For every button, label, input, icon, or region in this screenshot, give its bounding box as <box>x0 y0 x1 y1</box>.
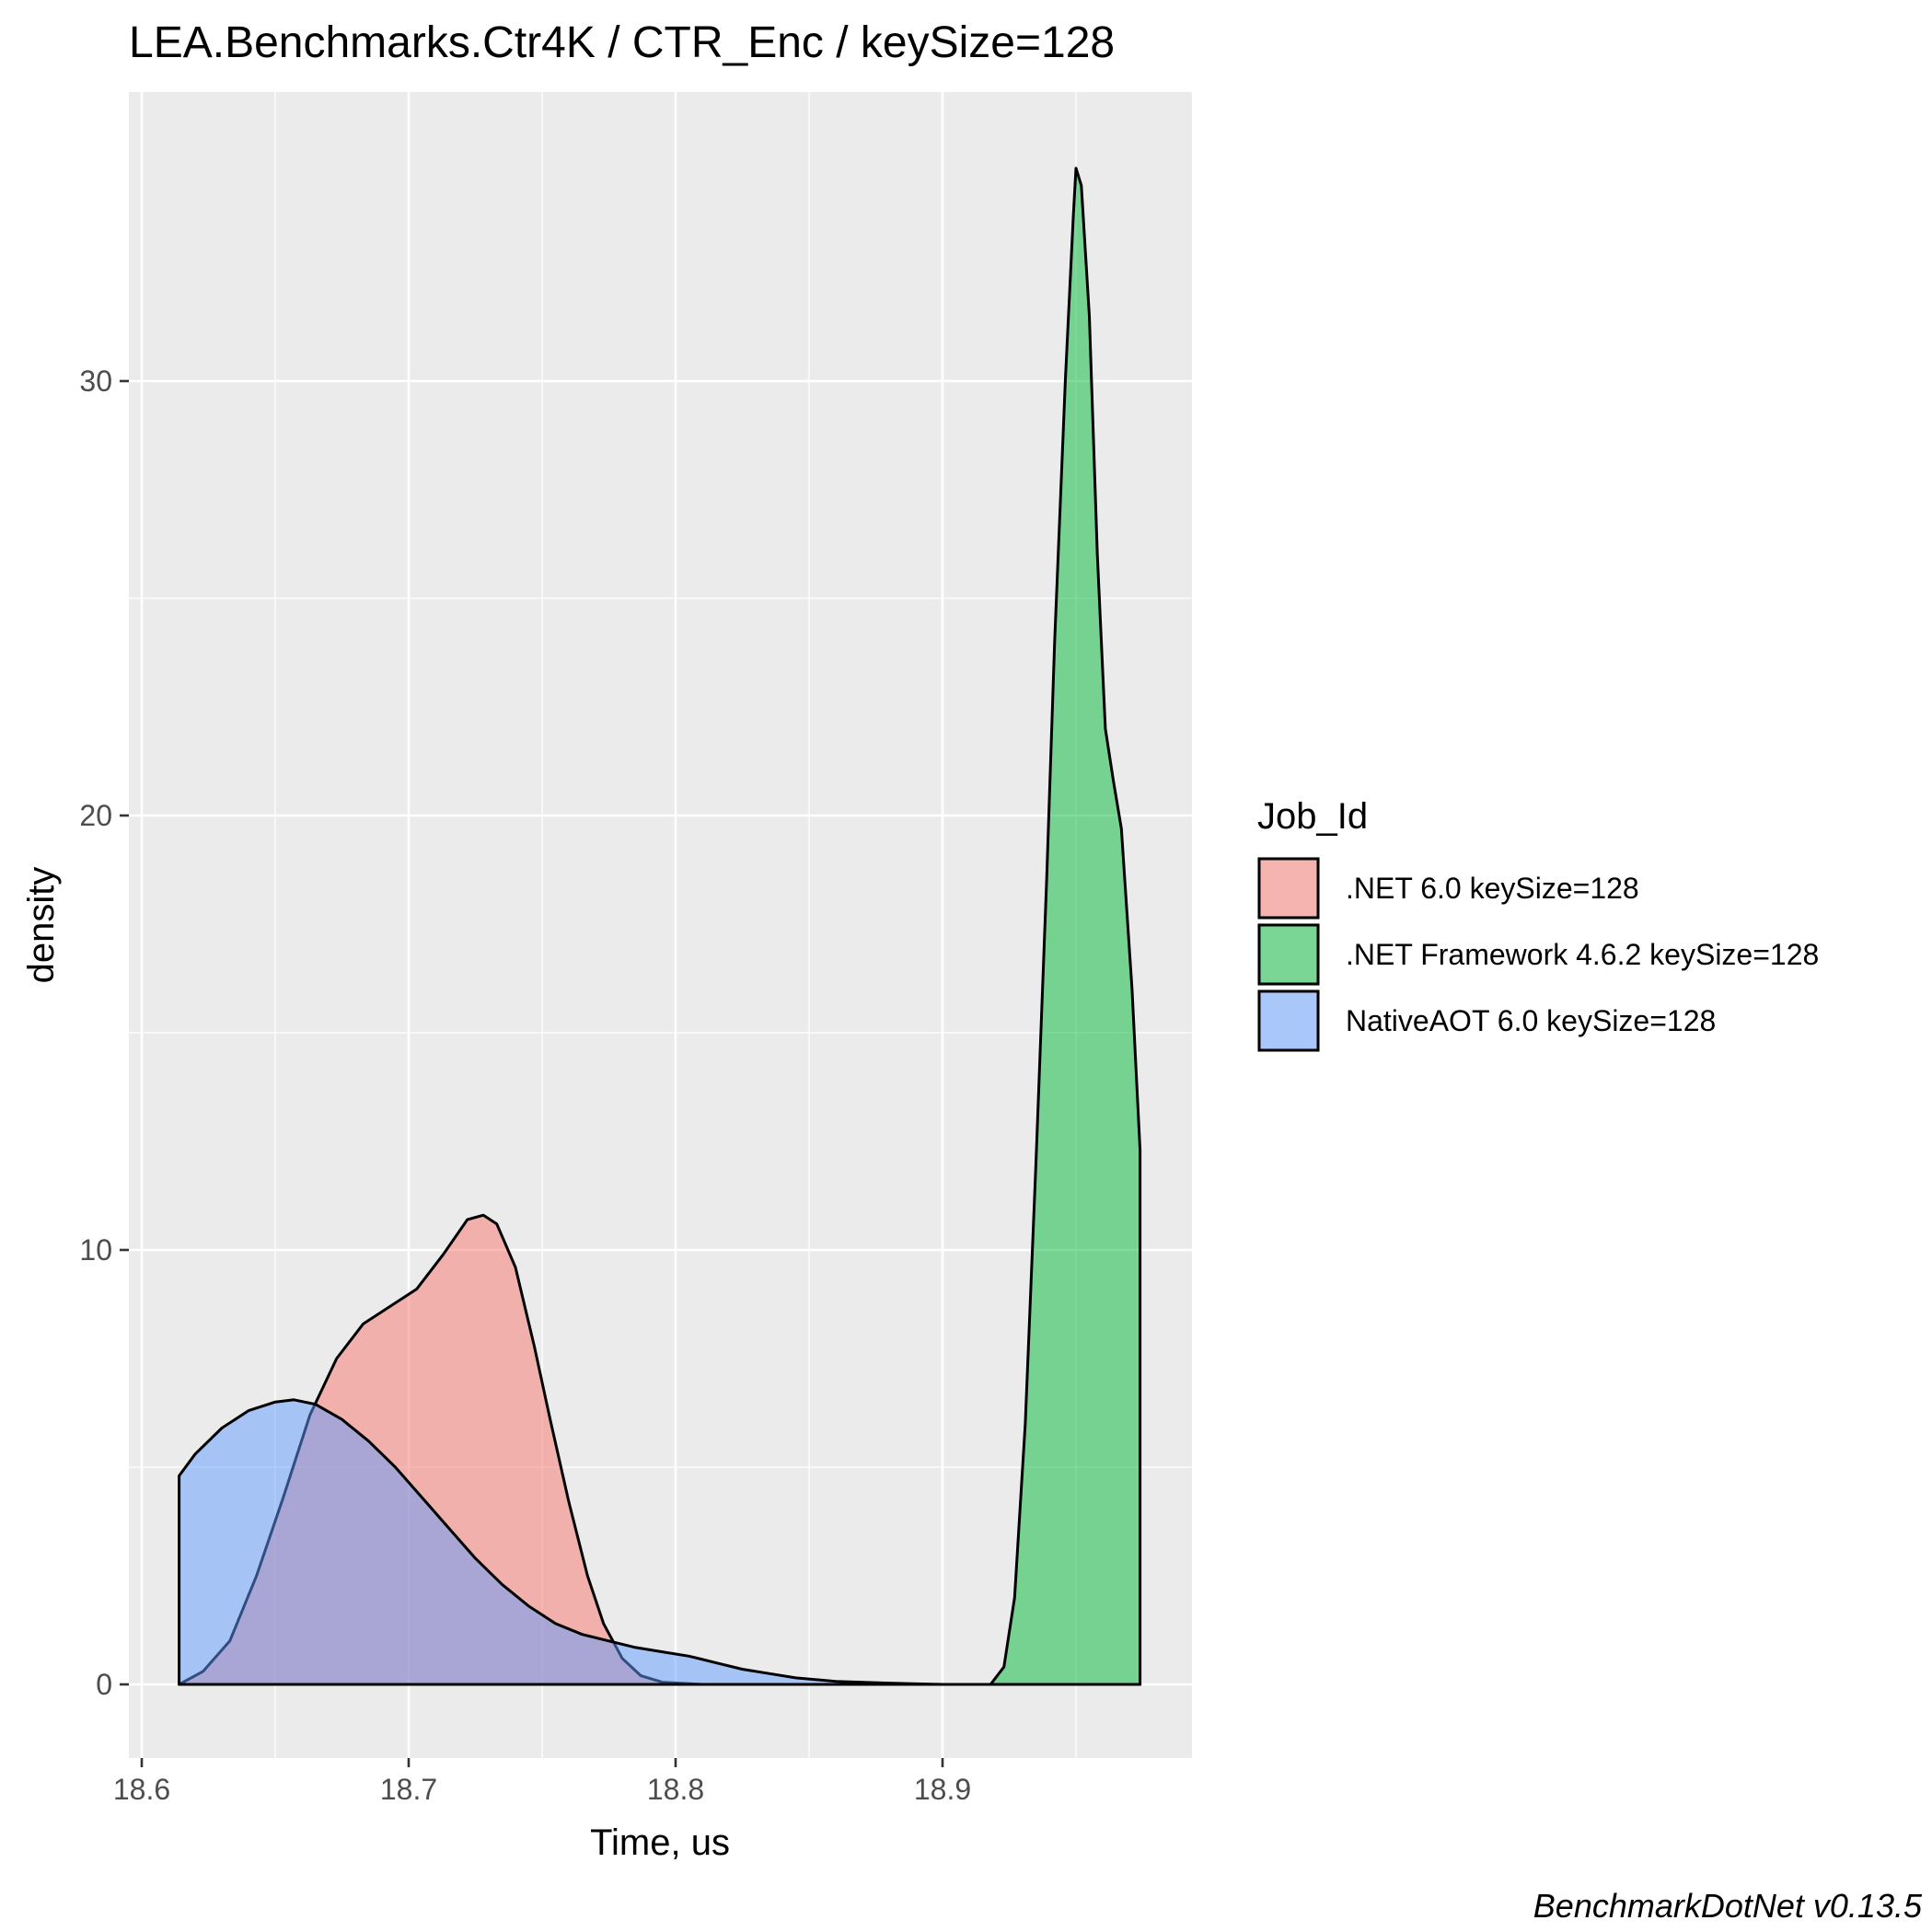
x-tick-label: 18.9 <box>914 1773 971 1806</box>
density-area-series-3 <box>178 1398 1142 1686</box>
legend: Job_Id .NET 6.0 keySize=128 .NET Framewor… <box>1257 796 1819 1052</box>
y-tick-label: 10 <box>79 1233 112 1267</box>
legend-key-series-1 <box>1257 857 1320 920</box>
legend-title: Job_Id <box>1257 796 1368 837</box>
x-axis-title: Time, us <box>590 1822 730 1863</box>
legend-key-series-2 <box>1257 923 1320 986</box>
legend-label-series-1: .NET 6.0 keySize=128 <box>1346 872 1639 905</box>
y-tick-label: 0 <box>96 1668 112 1701</box>
legend-label-series-3: NativeAOT 6.0 keySize=128 <box>1346 1004 1716 1037</box>
y-tick-label: 20 <box>79 799 112 832</box>
x-tick-label: 18.7 <box>380 1773 437 1806</box>
x-tick-label: 18.8 <box>647 1773 704 1806</box>
y-tick-label: 30 <box>79 364 112 398</box>
caption: BenchmarkDotNet v0.13.5 <box>1533 1887 1923 1925</box>
y-axis-title: density <box>21 867 62 984</box>
major-gridlines <box>129 92 1192 1758</box>
density-areas <box>178 167 1142 1686</box>
legend-label-series-2: .NET Framework 4.6.2 keySize=128 <box>1346 938 1819 971</box>
x-axis: 18.6 18.7 18.8 18.9 <box>113 1758 971 1806</box>
y-axis: 0 10 20 30 <box>79 364 129 1701</box>
chart-title: LEA.Benchmarks.Ctr4K / CTR_Enc / keySize… <box>129 18 1115 67</box>
legend-key-series-3 <box>1257 989 1320 1052</box>
x-tick-label: 18.6 <box>113 1773 170 1806</box>
